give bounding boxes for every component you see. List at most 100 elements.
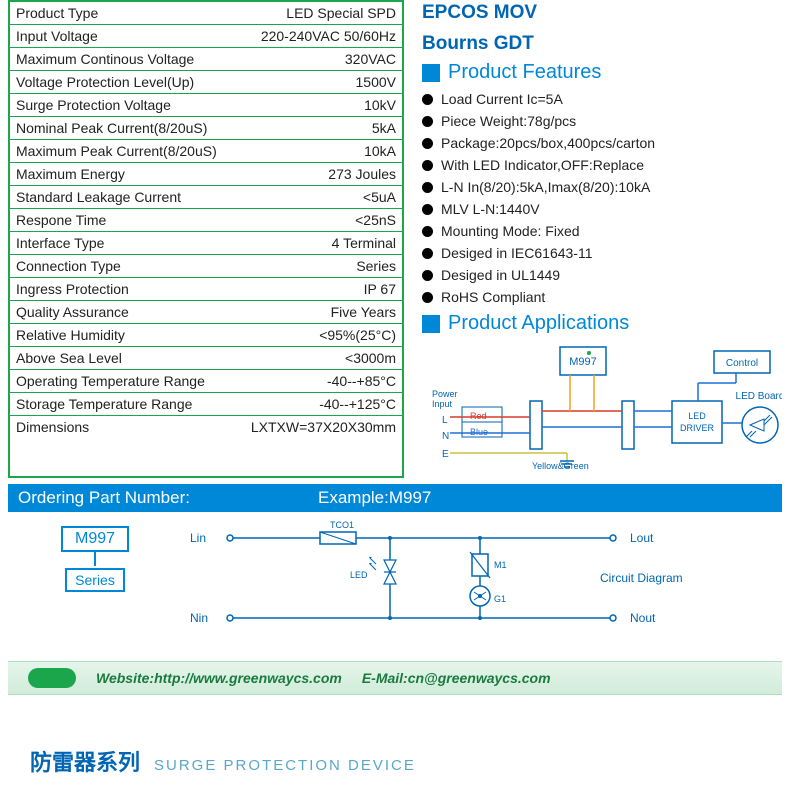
feature-item: Desiged in UL1449	[422, 264, 782, 286]
spec-label: Storage Temperature Range	[16, 396, 192, 412]
spec-value: LED Special SPD	[286, 5, 396, 21]
spec-value: 10kV	[364, 97, 396, 113]
brand-line1: EPCOS MOV	[422, 0, 782, 27]
spec-value: Series	[356, 258, 396, 274]
feature-text: Load Current Ic=5A	[441, 91, 563, 107]
spec-row: Relative Humidity<95%(25°C)	[10, 324, 402, 347]
svg-text:TCO1: TCO1	[330, 520, 354, 530]
svg-text:Nout: Nout	[630, 611, 656, 625]
spec-row: Quality Assurance Five Years	[10, 301, 402, 324]
svg-text:M1: M1	[494, 560, 507, 570]
spec-value: -40--+125°C	[319, 396, 396, 412]
feature-text: Desiged in UL1449	[441, 267, 560, 283]
spec-label: Nominal Peak Current(8/20uS)	[16, 120, 207, 136]
spec-row: Respone Time <25nS	[10, 209, 402, 232]
spec-value: 320VAC	[345, 51, 396, 67]
spec-value: <25nS	[355, 212, 396, 228]
spec-label: Maximum Energy	[16, 166, 125, 182]
part-series: Series	[65, 568, 125, 592]
part-number-box: M997 Series	[20, 520, 170, 645]
spec-label: Connection Type	[16, 258, 121, 274]
svg-text:Yellow&Green: Yellow&Green	[532, 461, 589, 471]
feature-item: RoHS Compliant	[422, 286, 782, 308]
spec-label: Surge Protection Voltage	[16, 97, 171, 113]
feature-item: Load Current Ic=5A	[422, 88, 782, 110]
spec-label: Standard Leakage Current	[16, 189, 181, 205]
feature-item: Mounting Mode: Fixed	[422, 220, 782, 242]
spec-label: Operating Temperature Range	[16, 373, 205, 389]
bullet-icon	[422, 270, 433, 281]
spec-value: IP 67	[364, 281, 396, 297]
bullet-icon	[422, 182, 433, 193]
spec-row: Maximum Peak Current(8/20uS) 10kA	[10, 140, 402, 163]
spec-row: Connection Type Series	[10, 255, 402, 278]
spec-table: Product TypeLED Special SPDInput Voltage…	[8, 0, 404, 478]
svg-text:Power: Power	[432, 389, 458, 399]
svg-text:Control: Control	[726, 358, 758, 369]
feature-list: Load Current Ic=5APiece Weight:78g/pcsPa…	[422, 88, 782, 308]
svg-text:LED: LED	[688, 411, 706, 421]
svg-text:DRIVER: DRIVER	[680, 423, 715, 433]
feature-item: Desiged in IEC61643-11	[422, 242, 782, 264]
spec-row: Above Sea Level <3000m	[10, 347, 402, 370]
bullet-icon	[422, 248, 433, 259]
spec-label: Maximum Continous Voltage	[16, 51, 194, 67]
bullet-icon	[422, 204, 433, 215]
svg-text:LED Board: LED Board	[736, 391, 782, 402]
ordering-bar: Ordering Part Number: Example:M997	[8, 484, 782, 512]
svg-text:G1: G1	[494, 594, 506, 604]
footer-email: E-Mail:cn@greenwaycs.com	[362, 670, 551, 686]
spec-value: 220-240VAC 50/60Hz	[261, 28, 396, 44]
svg-text:E: E	[442, 449, 449, 460]
spec-label: Above Sea Level	[16, 350, 122, 366]
spec-row: Voltage Protection Level(Up) 1500V	[10, 71, 402, 94]
spec-row: Maximum Continous Voltage 320VAC	[10, 48, 402, 71]
spec-value: <5uA	[363, 189, 396, 205]
svg-text:LED: LED	[350, 570, 368, 580]
svg-text:Input: Input	[432, 399, 453, 409]
feature-text: Mounting Mode: Fixed	[441, 223, 580, 239]
spec-value: Five Years	[331, 304, 396, 320]
brand-line2: Bourns GDT	[422, 31, 782, 58]
bullet-icon	[422, 116, 433, 127]
pill-icon	[28, 668, 76, 688]
spec-label: Interface Type	[16, 235, 104, 251]
svg-text:Blue: Blue	[470, 427, 488, 437]
spec-value: -40--+85°C	[327, 373, 396, 389]
bullet-icon	[422, 94, 433, 105]
spec-label: Quality Assurance	[16, 304, 129, 320]
feature-item: L-N In(8/20):5kA,Imax(8/20):10kA	[422, 176, 782, 198]
spec-row: Ingress Protection IP 67	[10, 278, 402, 301]
spec-label: Relative Humidity	[16, 327, 125, 343]
spec-value: 4 Terminal	[332, 235, 396, 251]
svg-text:L: L	[442, 415, 448, 426]
spec-label: Voltage Protection Level(Up)	[16, 74, 194, 90]
svg-text:Red: Red	[470, 411, 487, 421]
square-icon	[422, 64, 440, 82]
features-header: Product Features	[422, 61, 782, 84]
feature-text: MLV L-N:1440V	[441, 201, 540, 217]
feature-text: With LED Indicator,OFF:Replace	[441, 157, 644, 173]
svg-text:Circuit Diagram: Circuit Diagram	[600, 571, 683, 585]
bullet-icon	[422, 138, 433, 149]
circuit-diagram: Lin TCO1 Lout Nin Nout LED	[170, 520, 770, 645]
spec-label: Respone Time	[16, 212, 106, 228]
english-title: SURGE PROTECTION DEVICE	[154, 757, 416, 774]
feature-text: Package:20pcs/box,400pcs/carton	[441, 135, 655, 151]
square-icon	[422, 315, 440, 333]
part-code: M997	[61, 526, 129, 552]
ordering-example: Example:M997	[318, 488, 431, 508]
spec-label: Maximum Peak Current(8/20uS)	[16, 143, 217, 159]
spec-value: 10kA	[364, 143, 396, 159]
svg-text:Lin: Lin	[190, 531, 206, 545]
spec-value: 1500V	[356, 74, 396, 90]
spec-value: <3000m	[345, 350, 396, 366]
spec-row: Storage Temperature Range -40--+125°C	[10, 393, 402, 416]
feature-text: L-N In(8/20):5kA,Imax(8/20):10kA	[441, 179, 650, 195]
footer-website: Website:http://www.greenwaycs.com	[96, 670, 342, 686]
spec-label: Ingress Protection	[16, 281, 129, 297]
svg-text:Nin: Nin	[190, 611, 208, 625]
spec-row: Surge Protection Voltage 10kV	[10, 94, 402, 117]
feature-text: Desiged in IEC61643-11	[441, 245, 593, 261]
spec-value: 5kA	[372, 120, 396, 136]
